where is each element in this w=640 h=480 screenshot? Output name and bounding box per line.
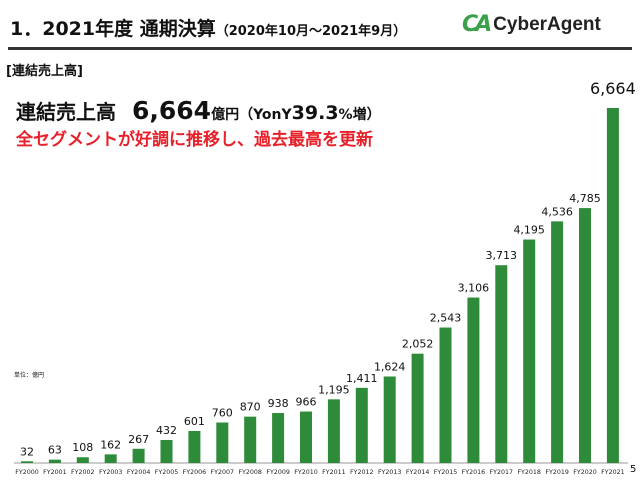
data-label: 63 (48, 444, 62, 457)
x-tick-label: FY2012 (350, 469, 374, 476)
cyberagent-logo: CA CyberAgent (462, 12, 601, 37)
headline-value: 6,664 (132, 96, 212, 125)
x-tick-label: FY2007 (211, 469, 235, 476)
data-label: 1,624 (374, 360, 406, 373)
x-tick-label: FY2017 (490, 469, 514, 476)
data-label: 162 (100, 438, 121, 451)
x-tick-label: FY2002 (71, 469, 95, 476)
headline-yoy-suffix: %増） (338, 107, 381, 123)
data-label: 432 (156, 424, 177, 437)
tagline: 全セグメントが好調に推移し、過去最高を更新 (16, 130, 373, 150)
headline-yoy-value: 39.3 (291, 102, 339, 124)
data-label: 3,713 (486, 249, 518, 262)
data-label: 4,195 (513, 224, 545, 237)
data-label: 4,536 (541, 205, 573, 218)
bar (160, 439, 173, 463)
x-tick-label: FY2013 (378, 469, 402, 476)
bar (606, 108, 619, 463)
bar (327, 399, 340, 463)
bar (21, 461, 33, 463)
logo-mark: CA (462, 12, 492, 37)
x-tick-label: FY2001 (43, 469, 67, 476)
x-tick-label: FY2005 (155, 469, 179, 476)
bar (244, 416, 257, 463)
section-label: [連結売上高] (6, 64, 83, 79)
bar (467, 297, 480, 463)
x-tick-label: FY2004 (127, 469, 151, 476)
data-label: 6,664 (590, 79, 636, 98)
data-label: 108 (72, 441, 93, 454)
data-label: 966 (296, 396, 317, 409)
data-label: 870 (240, 401, 261, 414)
x-tick-label: FY2014 (406, 469, 430, 476)
x-tick-label: FY2000 (15, 469, 39, 476)
x-tick-label: FY2015 (434, 469, 458, 476)
title-divider (8, 47, 632, 50)
bar (76, 457, 89, 463)
bar (495, 265, 508, 463)
x-tick-label: FY2016 (462, 469, 486, 476)
bar (551, 221, 564, 463)
headline-label: 連結売上高 (16, 100, 116, 124)
x-tick-label: FY2009 (266, 469, 290, 476)
data-label: 601 (184, 415, 205, 428)
title-main: 1．2021年度 通期決算 (10, 18, 216, 40)
bar (48, 459, 61, 463)
data-label: 2,543 (430, 312, 462, 325)
title-period: （2020年10月～2021年9月） (215, 24, 407, 39)
data-label: 938 (268, 397, 289, 410)
data-label: 32 (20, 445, 34, 458)
bar (355, 387, 368, 463)
page-number: 5 (630, 464, 637, 475)
data-label: 760 (212, 407, 233, 420)
bar (188, 430, 201, 463)
page-title: 1．2021年度 通期決算（2020年10月～2021年9月） (10, 14, 406, 41)
bar (411, 353, 424, 463)
x-tick-label: FY2011 (322, 469, 346, 476)
x-tick-label: FY2020 (573, 469, 597, 476)
data-label: 2,052 (402, 338, 434, 351)
x-tick-label: FY2019 (545, 469, 569, 476)
bar (523, 239, 536, 463)
headline: 連結売上高 6,664億円（YonY39.3%増） (16, 96, 381, 125)
data-label: 3,106 (458, 282, 490, 295)
bar (272, 413, 285, 463)
data-label: 4,785 (569, 192, 601, 205)
x-tick-label: FY2021 (601, 469, 625, 476)
headline-yoy-label: （YonY (239, 107, 292, 123)
x-tick-label: FY2018 (517, 469, 541, 476)
data-label: 1,195 (318, 383, 350, 396)
bar (132, 448, 145, 463)
bar (300, 411, 312, 463)
data-label: 267 (128, 433, 149, 446)
bar (579, 208, 591, 463)
bar (216, 422, 229, 463)
data-label: 1,411 (346, 372, 378, 385)
headline-unit: 億円 (211, 107, 240, 123)
bar (439, 327, 452, 463)
bar (383, 376, 396, 463)
x-tick-label: FY2003 (99, 469, 123, 476)
logo-word: CyberAgent (493, 13, 601, 35)
x-tick-label: FY2006 (183, 469, 207, 476)
x-tick-label: FY2010 (294, 469, 318, 476)
unit-note: 単位：億円 (14, 372, 45, 379)
x-tick-label: FY2008 (238, 469, 262, 476)
bar (104, 454, 117, 463)
